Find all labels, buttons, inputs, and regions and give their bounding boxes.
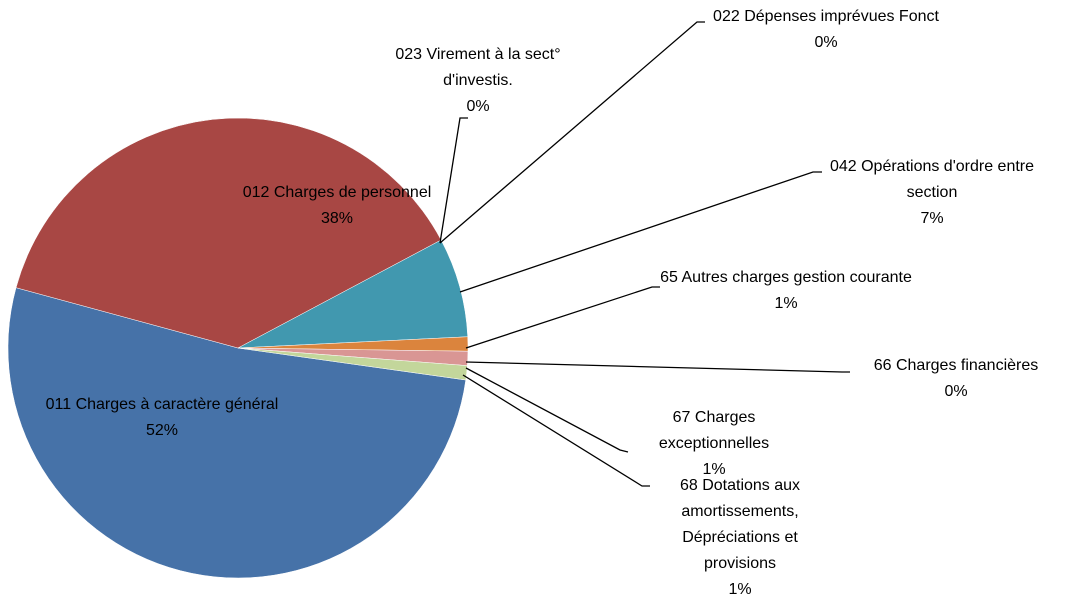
slice-name: 65 Autres charges gestion courante	[660, 269, 912, 286]
slice-label: 67 Charges exceptionnelles 1%	[639, 405, 789, 483]
pie-slice	[7, 287, 467, 579]
slice-name: 022 Dépenses imprévues Fonct	[713, 8, 939, 25]
leader-line	[462, 374, 650, 487]
pie-slice	[15, 117, 442, 349]
slice-value: 0%	[944, 383, 968, 400]
slice-label: 011 Charges à caractère général 52%	[37, 392, 287, 444]
slice-value: 0%	[814, 34, 838, 51]
slice-name: 68 Dotations aux amortissements, Dépréci…	[679, 477, 801, 572]
leader-line	[465, 286, 660, 349]
slice-name: 66 Charges financières	[873, 357, 1039, 374]
slice-value: 7%	[920, 210, 944, 227]
slice-label: 022 Dépenses imprévues Fonct 0%	[696, 4, 956, 56]
slice-name: 012 Charges de personnel	[242, 184, 432, 201]
slice-value: 52%	[145, 422, 179, 439]
slice-name: 011 Charges à caractère général	[45, 396, 279, 413]
slice-label: 65 Autres charges gestion courante 1%	[656, 265, 916, 317]
leader-line	[439, 117, 468, 244]
slice-label: 012 Charges de personnel 38%	[207, 180, 467, 232]
slice-value: 0%	[466, 98, 490, 115]
leader-line	[465, 367, 629, 453]
pie-slice	[237, 347, 468, 381]
leader-line	[439, 21, 705, 244]
slice-value: 1%	[774, 295, 798, 312]
slice-value: 38%	[320, 210, 354, 227]
leader-line	[459, 171, 822, 293]
slice-label: 023 Virement à la sect° d'investis. 0%	[363, 42, 593, 120]
slice-label: 042 Opérations d'ordre entre section 7%	[812, 154, 1052, 232]
slice-value: 1%	[702, 461, 726, 478]
slice-name: 67 Charges exceptionnelles	[658, 409, 770, 452]
slice-value: 1%	[728, 581, 752, 598]
slice-name: 023 Virement à la sect° d'investis.	[395, 46, 561, 89]
leader-line	[465, 361, 850, 373]
slice-label: 66 Charges financières 0%	[841, 353, 1069, 405]
slice-label: 68 Dotations aux amortissements, Dépréci…	[648, 473, 833, 603]
slice-name: 042 Opérations d'ordre entre section	[829, 158, 1035, 201]
